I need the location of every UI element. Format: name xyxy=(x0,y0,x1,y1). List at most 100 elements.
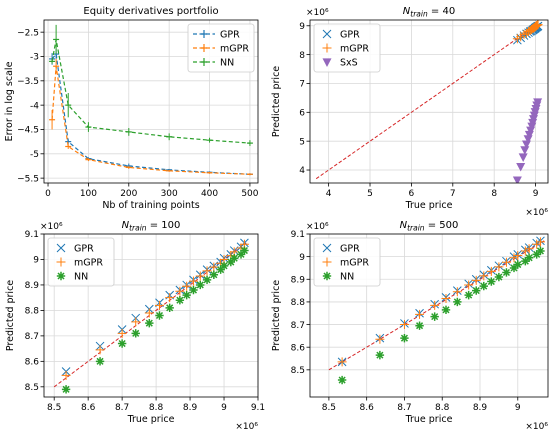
x-tick-label: 8.9 xyxy=(473,403,488,413)
x-tick-label: 8.6 xyxy=(81,403,96,413)
data-point xyxy=(527,122,537,132)
legend-item-gpr: GPR xyxy=(322,243,360,254)
panel-title: Ntrain = 100 xyxy=(122,220,181,233)
y-tick-label: 9.1 xyxy=(25,230,39,240)
legend-swatch xyxy=(56,271,66,281)
y-tick-label: 9 xyxy=(299,253,305,263)
legend-item-gpr: GPR xyxy=(193,29,240,40)
y-tick-label: −3.5 xyxy=(17,77,39,87)
x-axis-label: True price xyxy=(127,414,175,425)
data-point xyxy=(236,250,246,259)
data-point xyxy=(117,339,127,348)
series-mgpr xyxy=(337,237,545,367)
data-point xyxy=(337,357,347,367)
x-scale-multiplier: ×10⁶ xyxy=(235,422,258,432)
data-point xyxy=(337,375,347,385)
data-point xyxy=(472,286,481,295)
x-tick-label: 8.6 xyxy=(360,403,375,413)
x-tick-label: 4 xyxy=(326,189,332,199)
x-tick-label: 8.8 xyxy=(435,403,450,413)
legend-label: GPR xyxy=(74,243,94,254)
series-nn xyxy=(61,246,249,394)
x-tick-label: 8.7 xyxy=(115,403,129,413)
y-tick-label: 4 xyxy=(299,166,305,176)
data-point xyxy=(226,257,236,267)
data-point xyxy=(520,146,530,155)
legend-label: NN xyxy=(220,57,234,68)
panel-title: Ntrain = 40 xyxy=(403,6,455,19)
data-point xyxy=(509,253,519,263)
data-point xyxy=(441,294,451,304)
legend-box xyxy=(313,237,381,287)
data-point xyxy=(532,250,541,259)
y-axis-label: Predicted price xyxy=(271,66,282,137)
x-axis-label: True price xyxy=(405,414,453,425)
x-scale-multiplier: ×10⁶ xyxy=(525,208,548,218)
x-axis-label: True price xyxy=(405,200,453,211)
legend-label: mGPR xyxy=(340,257,369,268)
x-tick-label: 5 xyxy=(367,189,373,199)
data-point xyxy=(535,237,545,247)
x-axis-label: Nb of training points xyxy=(102,200,199,211)
data-point xyxy=(165,303,174,313)
x-tick-label: 100 xyxy=(80,189,97,199)
x-tick-label: 9.1 xyxy=(251,403,265,413)
y-tick-label: 8.5 xyxy=(25,383,39,393)
y-tick-label: 9.1 xyxy=(291,230,305,240)
x-scale-multiplier: ×10⁶ xyxy=(525,422,548,432)
legend-item-mgpr: mGPR xyxy=(56,257,103,268)
data-point xyxy=(486,266,496,276)
data-point xyxy=(195,271,205,281)
legend-label: GPR xyxy=(340,243,360,254)
y-tick-label: -5 xyxy=(30,150,39,160)
x-tick-label: 500 xyxy=(241,189,258,199)
legend-swatch xyxy=(56,243,66,253)
data-point xyxy=(182,290,191,300)
data-point xyxy=(209,262,219,272)
y-tick-label: 9 xyxy=(33,256,39,266)
y-tick-label: -3 xyxy=(30,53,39,63)
legend-swatch xyxy=(322,29,332,39)
legend-swatch xyxy=(322,271,332,281)
y-scale-multiplier: ×10⁶ xyxy=(306,222,329,232)
legend-item-gpr: GPR xyxy=(322,29,360,40)
y-tick-label: 8.7 xyxy=(291,321,305,331)
series-mgpr xyxy=(512,20,543,44)
data-point xyxy=(375,334,385,344)
legend-item-mgpr: mGPR xyxy=(322,257,369,268)
legend-swatch-marker xyxy=(201,58,207,66)
data-point xyxy=(230,253,239,263)
legend-label: GPR xyxy=(340,29,360,40)
legend-label: SxS xyxy=(340,57,358,68)
data-point xyxy=(533,98,543,107)
x-tick-label: 8 xyxy=(491,189,497,199)
y-tick-label: 7 xyxy=(299,80,305,90)
x-tick-label: 8.7 xyxy=(397,403,411,413)
legend-item-mgpr: mGPR xyxy=(322,43,369,54)
y-tick-label: 8.8 xyxy=(291,298,306,308)
data-point xyxy=(524,244,534,254)
data-point xyxy=(464,290,473,300)
y-axis-label: Predicted price xyxy=(271,280,282,351)
data-point xyxy=(494,262,504,272)
legend: GPR mGPR NN xyxy=(313,237,381,287)
x-tick-label: 8.9 xyxy=(183,403,198,413)
axes-frame xyxy=(43,233,259,398)
legend-swatch xyxy=(322,58,332,67)
diagonal-line xyxy=(53,241,249,388)
data-point xyxy=(182,281,192,291)
x-tick-label: 300 xyxy=(161,189,178,199)
series-sxs xyxy=(512,98,543,183)
legend-box xyxy=(47,237,115,287)
data-point xyxy=(61,370,71,380)
data-point xyxy=(453,297,462,307)
data-point xyxy=(519,29,529,39)
legend-swatch xyxy=(322,243,332,253)
legend-item-gpr: GPR xyxy=(56,243,94,254)
x-tick-label: 8.5 xyxy=(322,403,336,413)
y-axis-label: Predicted price xyxy=(5,280,16,351)
data-point xyxy=(202,266,212,276)
data-point xyxy=(513,260,522,269)
legend-swatch xyxy=(322,43,332,53)
y-tick-label: −4.5 xyxy=(17,126,39,136)
